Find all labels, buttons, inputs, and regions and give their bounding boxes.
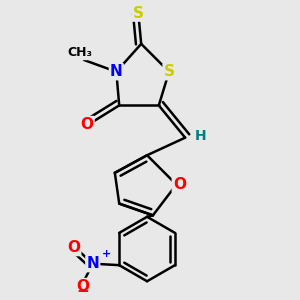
- Text: +: +: [102, 249, 111, 259]
- Text: O: O: [80, 117, 94, 132]
- Text: −: −: [76, 284, 89, 299]
- Text: S: S: [133, 6, 144, 21]
- Text: CH₃: CH₃: [67, 46, 92, 59]
- Text: O: O: [76, 279, 89, 294]
- Text: H: H: [195, 129, 206, 143]
- Text: N: N: [86, 256, 99, 271]
- Text: N: N: [110, 64, 123, 79]
- Text: O: O: [173, 177, 186, 192]
- Text: S: S: [164, 64, 175, 79]
- Text: O: O: [67, 240, 80, 255]
